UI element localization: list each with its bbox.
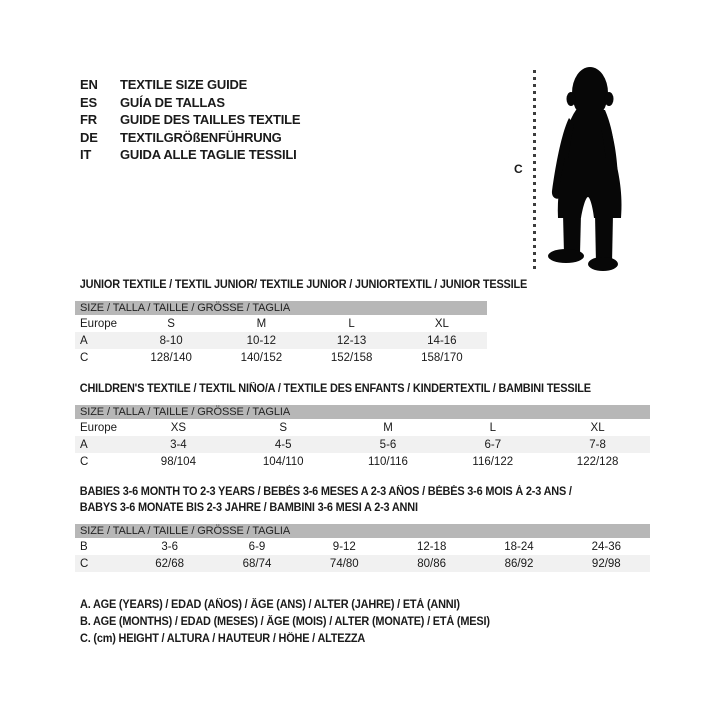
- table-row: Europe S M L XL: [75, 315, 487, 332]
- language-row: DE TEXTILGRÖßENFÜHRUNG: [80, 129, 300, 147]
- size-table-babies: SIZE / TALLA / TAILLE / GRÖSSE / TAGLIA B…: [75, 524, 650, 572]
- table-row: A 8-10 10-12 12-13 14-16: [75, 332, 487, 349]
- language-label: GUIDE DES TAILLES TEXTILE: [120, 112, 301, 127]
- footnote-c: C. (cm) HEIGHT / ALTURA / HAUTEUR / HÖHE…: [80, 633, 366, 645]
- language-code: FR: [80, 112, 97, 127]
- toddler-silhouette-icon: [548, 67, 622, 271]
- section-heading: BABIES 3-6 MONTH TO 2-3 YEARS / BEBÉS 3-…: [79, 486, 572, 498]
- language-row: ES GUÍA DE TALLAS: [80, 94, 300, 112]
- language-code: EN: [80, 77, 98, 92]
- section-babies-textile: BABIES 3-6 MONTH TO 2-3 YEARS / BEBÉS 3-…: [75, 484, 650, 572]
- cell-value: 9-12: [332, 540, 356, 553]
- cell-value: 10-12: [246, 334, 277, 347]
- size-table-junior: SIZE / TALLA / TAILLE / GRÖSSE / TAGLIA E…: [75, 301, 487, 366]
- cell-value: 5-6: [379, 438, 397, 451]
- cell-value: 92/98: [591, 557, 621, 570]
- cell-value: 98/104: [160, 455, 196, 468]
- size-table-header: SIZE / TALLA / TAILLE / GRÖSSE / TAGLIA: [75, 301, 487, 315]
- row-label: Europe: [80, 421, 118, 434]
- cell-value: 3-4: [170, 438, 187, 451]
- height-measure-label: C: [514, 162, 523, 176]
- section-heading: JUNIOR TEXTILE / TEXTIL JUNIOR/ TEXTILE …: [79, 279, 528, 291]
- cell-value: 158/170: [421, 351, 463, 364]
- row-label: A: [80, 334, 88, 347]
- cell-value: 74/80: [329, 557, 359, 570]
- cell-value: 86/92: [504, 557, 534, 570]
- size-table-children: SIZE / TALLA / TAILLE / GRÖSSE / TAGLIA E…: [75, 405, 650, 470]
- cell-value: 140/152: [240, 351, 283, 364]
- section-childrens-textile: CHILDREN'S TEXTILE / TEXTIL NIÑO/A / TEX…: [75, 381, 650, 470]
- language-code: ES: [80, 94, 97, 110]
- language-label: GUIDA ALLE TAGLIE TESSILI: [120, 147, 297, 162]
- row-label: C: [80, 351, 89, 364]
- cell-value: 6-7: [484, 438, 502, 451]
- cell-value: S: [167, 317, 175, 330]
- language-label: GUÍA DE TALLAS: [120, 94, 225, 110]
- cell-value: L: [489, 421, 496, 434]
- section-heading: BABYS 3-6 MONATE BIS 2-3 JAHRE / BAMBINI…: [79, 502, 418, 514]
- cell-value: 152/158: [330, 351, 373, 364]
- table-row: Europe XS S M L XL: [75, 419, 650, 436]
- measurement-figure: C: [505, 60, 655, 280]
- language-row: FR GUIDE DES TAILLES TEXTILE: [80, 111, 301, 129]
- table-row: A 3-4 4-5 5-6 6-7 7-8: [75, 436, 650, 453]
- footnotes: A. AGE (YEARS) / EDAD (AÑOS) / ÂGE (ANS)…: [80, 597, 511, 648]
- cell-value: XL: [590, 421, 605, 434]
- cell-value: 24-36: [591, 540, 622, 553]
- section-junior-textile: JUNIOR TEXTILE / TEXTIL JUNIOR/ TEXTILE …: [75, 277, 551, 366]
- size-table-header: SIZE / TALLA / TAILLE / GRÖSSE / TAGLIA: [75, 524, 650, 538]
- cell-value: 12-13: [336, 334, 367, 347]
- cell-value: 8-10: [159, 334, 183, 347]
- cell-value: 116/122: [472, 455, 514, 468]
- section-heading: CHILDREN'S TEXTILE / TEXTIL NIÑO/A / TEX…: [79, 383, 591, 395]
- cell-value: 122/128: [576, 455, 619, 468]
- cell-value: 3-6: [161, 540, 178, 553]
- cell-value: M: [256, 317, 267, 330]
- size-table-header: SIZE / TALLA / TAILLE / GRÖSSE / TAGLIA: [75, 405, 650, 419]
- cell-value: 110/116: [368, 455, 408, 468]
- cell-value: 12-18: [416, 540, 447, 553]
- cell-value: M: [383, 421, 393, 434]
- cell-value: 104/110: [262, 455, 304, 468]
- table-row: B 3-6 6-9 9-12 12-18 18-24 24-36: [75, 538, 650, 555]
- table-row: C 98/104 104/110 110/116 116/122 122/128: [75, 453, 650, 470]
- language-code: DE: [80, 129, 98, 145]
- language-list: EN TEXTILE SIZE GUIDE ES GUÍA DE TALLAS …: [80, 76, 301, 164]
- row-label: C: [80, 557, 89, 570]
- cell-value: L: [348, 317, 355, 330]
- cell-value: 4-5: [274, 438, 292, 451]
- row-label: B: [80, 540, 88, 553]
- height-measure-line: [533, 70, 536, 270]
- cell-value: 6-9: [248, 540, 266, 553]
- language-label: TEXTILGRÖßENFÜHRUNG: [120, 129, 282, 145]
- language-row: IT GUIDA ALLE TAGLIE TESSILI: [80, 146, 300, 164]
- row-label: Europe: [80, 317, 118, 330]
- cell-value: S: [279, 421, 288, 434]
- cell-value: XL: [434, 317, 449, 330]
- footnote-b: B. AGE (MONTHS) / EDAD (MESES) / ÂGE (MO…: [80, 616, 490, 628]
- language-code: IT: [80, 147, 92, 162]
- cell-value: 18-24: [504, 540, 534, 553]
- language-row: EN TEXTILE SIZE GUIDE: [80, 76, 300, 94]
- cell-value: 62/68: [155, 557, 185, 570]
- cell-value: 14-16: [427, 334, 457, 347]
- cell-value: 128/140: [150, 351, 192, 364]
- cell-value: 7-8: [589, 438, 606, 451]
- cell-value: 68/74: [242, 557, 272, 570]
- row-label: A: [80, 438, 88, 451]
- footnote-a: A. AGE (YEARS) / EDAD (AÑOS) / ÂGE (ANS)…: [80, 599, 460, 611]
- cell-value: 80/86: [417, 557, 447, 570]
- row-label: C: [80, 455, 89, 468]
- table-row: C 128/140 140/152 152/158 158/170: [75, 349, 487, 366]
- language-label: TEXTILE SIZE GUIDE: [120, 77, 248, 92]
- table-row: C 62/68 68/74 74/80 80/86 86/92 92/98: [75, 555, 650, 572]
- cell-value: XS: [170, 421, 187, 434]
